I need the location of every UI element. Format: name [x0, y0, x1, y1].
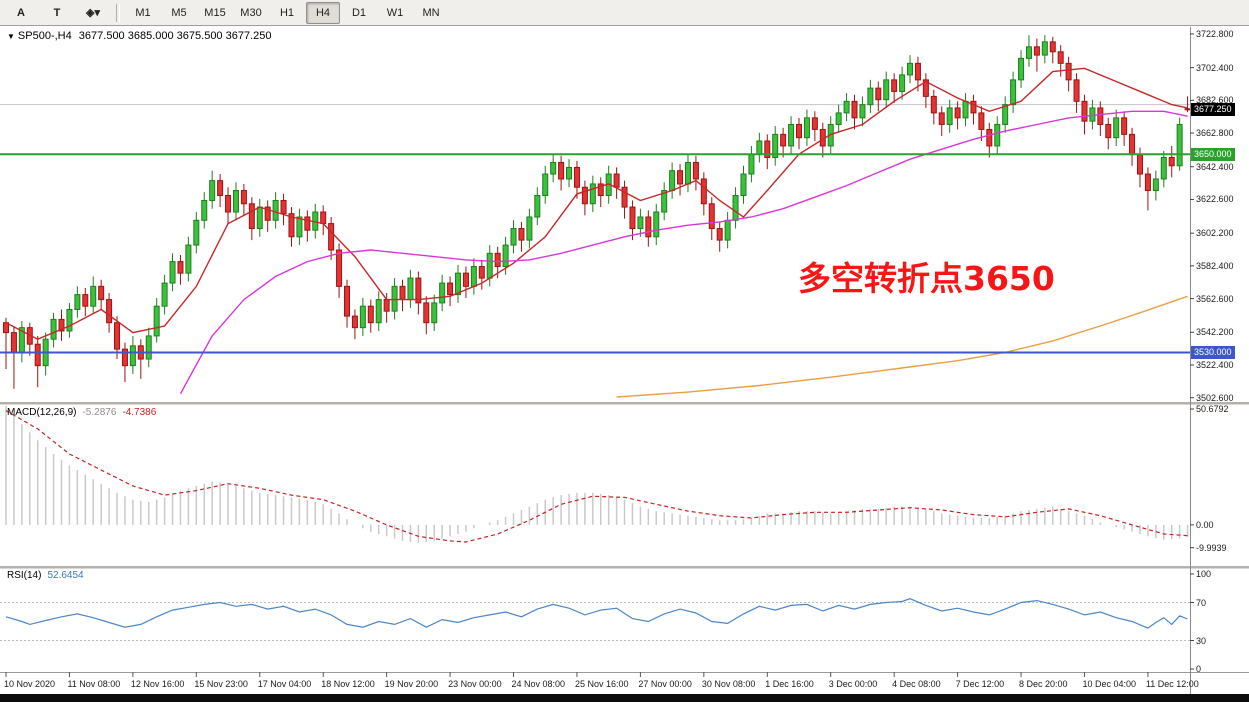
macd-histogram [5, 406, 1189, 544]
rsi-name: RSI(14) [7, 570, 42, 581]
ma-slow-line [616, 295, 1188, 398]
timeframe-button-mn[interactable]: MN [422, 6, 440, 19]
timeframe-button-m5[interactable]: M5 [171, 6, 187, 19]
panel-divider [0, 566, 1249, 569]
macd-main-value: -5.2876 [82, 407, 117, 418]
toolbar-button-cursor-tool[interactable]: A [17, 6, 25, 19]
symbol-collapse-icon[interactable]: ▼ [7, 32, 15, 41]
macd-indicator-label: MACD(12,26,9) -5.2876 -4.7386 [7, 407, 156, 418]
ma-medium-line [179, 110, 1188, 395]
timeframe-button-m15[interactable]: M15 [204, 6, 226, 19]
ohlc-readout: 3677.500 3685.000 3675.500 3677.250 [78, 30, 272, 42]
macd-name: MACD(12,26,9) [7, 407, 77, 418]
rsi-value: 52.6454 [47, 570, 84, 581]
chart-annotation-text[interactable]: 多空转折点3650 [798, 259, 1055, 298]
timeframe-button-h1[interactable]: H1 [279, 6, 295, 19]
panel-divider [0, 402, 1249, 405]
timeframe-button-h4[interactable]: H4 [306, 1, 340, 24]
bottom-taskbar [0, 694, 1249, 702]
toolbar-button-text-tool[interactable]: T [53, 6, 61, 19]
macd-signal-value: -4.7386 [122, 407, 157, 418]
timeframe-button-d1[interactable]: D1 [351, 6, 367, 19]
candlestick-series [3, 35, 1191, 389]
toolbar-separator [116, 3, 120, 22]
timeframe-button-m30[interactable]: M30 [240, 6, 262, 19]
timeframe-button-m1[interactable]: M1 [135, 6, 151, 19]
macd-signal-line [5, 410, 1188, 543]
timeframe-button-w1[interactable]: W1 [386, 6, 404, 19]
ma-fast-line [5, 67, 1188, 340]
chart-title: ▼ SP500-,H4 3677.500 3685.000 3675.500 36… [7, 30, 272, 42]
toolbar: A T ◈▾ M1 M5 M15 M30 H1 H4 D1 W1 MN [0, 0, 1249, 26]
price-axis-background [1190, 27, 1249, 694]
toolbar-button-drawing-tools[interactable]: ◈▾ [86, 7, 100, 19]
rsi-indicator-label: RSI(14) 52.6454 [7, 570, 84, 581]
rsi-line [5, 598, 1188, 629]
symbol-timeframe-label: SP500-,H4 [17, 30, 72, 42]
